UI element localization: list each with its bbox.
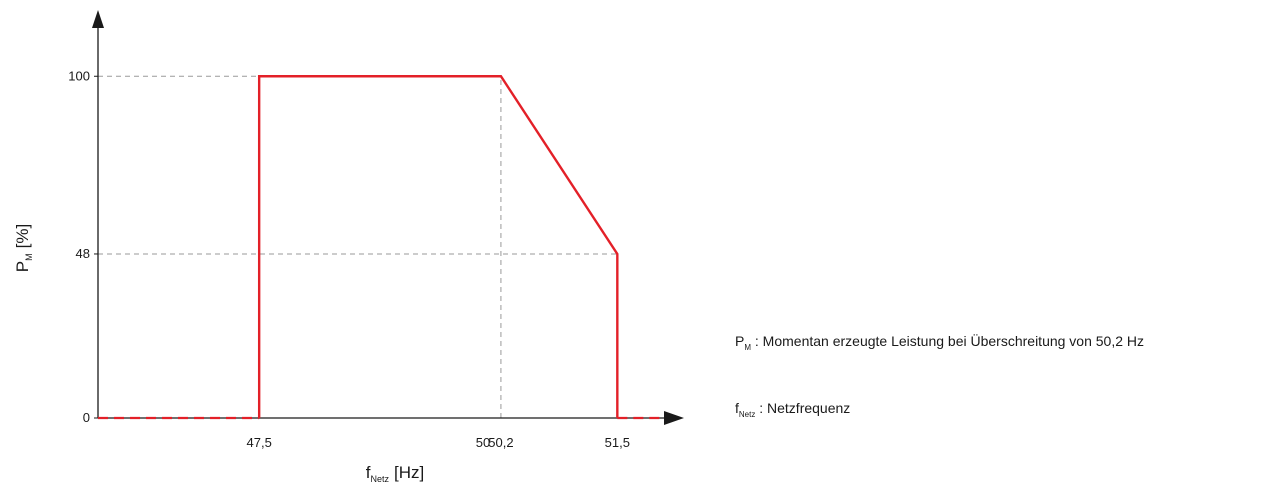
- x-axis-arrow: [664, 411, 684, 425]
- legend-text-power: : Momentan erzeugte Leistung bei Übersch…: [751, 333, 1145, 349]
- x-axis-label-unit: [Hz]: [394, 463, 424, 482]
- x-tick-label-3: 51,5: [605, 435, 630, 450]
- legend-text-frequency: : Netzfrequenz: [755, 400, 851, 416]
- x-axis-label-main: f: [366, 463, 371, 482]
- series-line-0: [257, 75, 619, 418]
- y-axis-label: PM [%]: [13, 224, 34, 272]
- legend-entry-frequency: fNetz : Netzfrequenz: [735, 400, 850, 419]
- axes: [92, 10, 684, 425]
- x-axis-label: fNetz [Hz]: [366, 463, 424, 484]
- y-axis-label-main: P: [13, 261, 32, 272]
- legend-sub-frequency: Netz: [738, 409, 756, 419]
- x-tick-label-2: 50,2: [488, 435, 513, 450]
- legend-symbol-power: P: [735, 333, 745, 349]
- y-axis-arrow: [92, 10, 104, 28]
- x-axis-label-sub: Netz: [370, 474, 389, 484]
- y-axis-label-sub: M: [24, 253, 34, 261]
- legend-sub-power: M: [744, 342, 752, 352]
- y-tick-label-1: 48: [76, 246, 90, 261]
- x-tick-label-1: 50: [476, 435, 490, 450]
- series: [98, 75, 663, 420]
- y-axis-label-unit: [%]: [13, 224, 32, 249]
- y-tick-label-2: 100: [68, 68, 90, 83]
- reference-lines: [98, 75, 618, 418]
- legend-entry-power: PM : Momentan erzeugte Leistung bei Über…: [735, 333, 1144, 352]
- y-tick-label-0: 0: [83, 410, 90, 425]
- legend-symbol-frequency: f: [735, 400, 739, 416]
- x-tick-label-0: 47,5: [247, 435, 272, 450]
